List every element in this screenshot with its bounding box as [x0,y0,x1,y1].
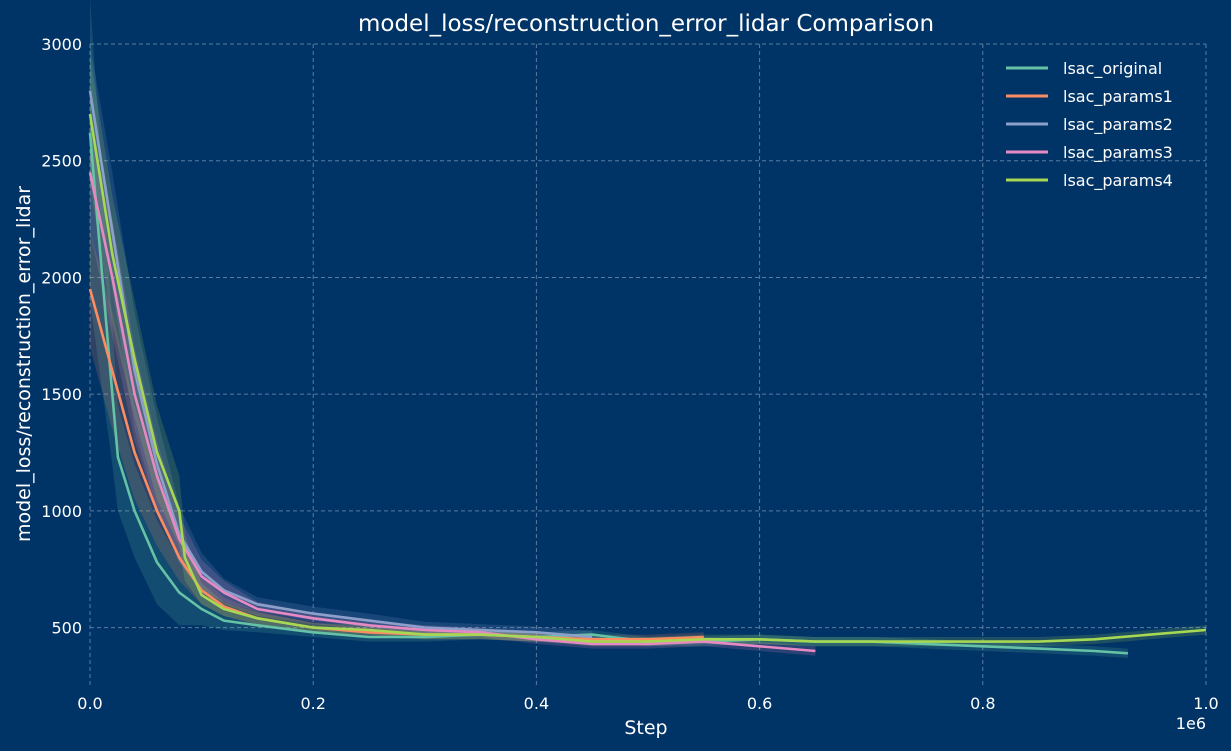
series-lines [88,90,1207,655]
chart-title: model_loss/reconstruction_error_lidar Co… [358,11,934,37]
series-line-lsac-params2 [88,90,593,639]
x-tick-label: 0.2 [300,694,325,713]
y-tick-label: 1000 [41,502,82,521]
x-tick-label: 1.0 [1193,694,1218,713]
x-tick-label: 0.8 [970,694,995,713]
series-band-lsac-original [90,0,1128,658]
x-axis-label: Step [624,717,667,739]
series-line-lsac-params3 [88,172,816,653]
tick-labels: 0.0 0.2 0.4 0.6 0.8 1.0 500 1000 1500 2000 2500 300… [41,35,1218,713]
y-tick-label: 3000 [41,35,82,54]
gridlines [89,43,1207,686]
x-tick-label: 0.4 [524,694,549,713]
series-band-lsac-params4 [90,55,1206,647]
x-tick-label: 0.0 [77,694,102,713]
x-tick-label: 0.6 [747,694,772,713]
y-axis-label: model_loss/reconstruction_error_lidar [13,186,35,542]
confidence-bands [90,0,1206,658]
legend: lsac_original lsac_params1 lsac_params2lsa… [1006,59,1173,191]
legend-label-lsac-params3: lsac_params3 [1063,143,1173,163]
x-scale-label: 1e6 [1176,714,1206,733]
y-tick-label: 2000 [41,268,82,287]
series-line-lsac-params4 [88,113,1207,643]
legend-label-lsac-params4: lsac_params4 [1063,171,1173,191]
legend-label-lsac-original: lsac_original [1063,59,1162,79]
legend-label-lsac-params2: lsac_params2 [1063,115,1173,135]
y-tick-label: 2500 [41,152,82,171]
y-tick-label: 1500 [41,385,82,404]
legend-label-lsac-params1: lsac_params1 [1063,87,1173,107]
y-tick-label: 500 [51,619,82,638]
